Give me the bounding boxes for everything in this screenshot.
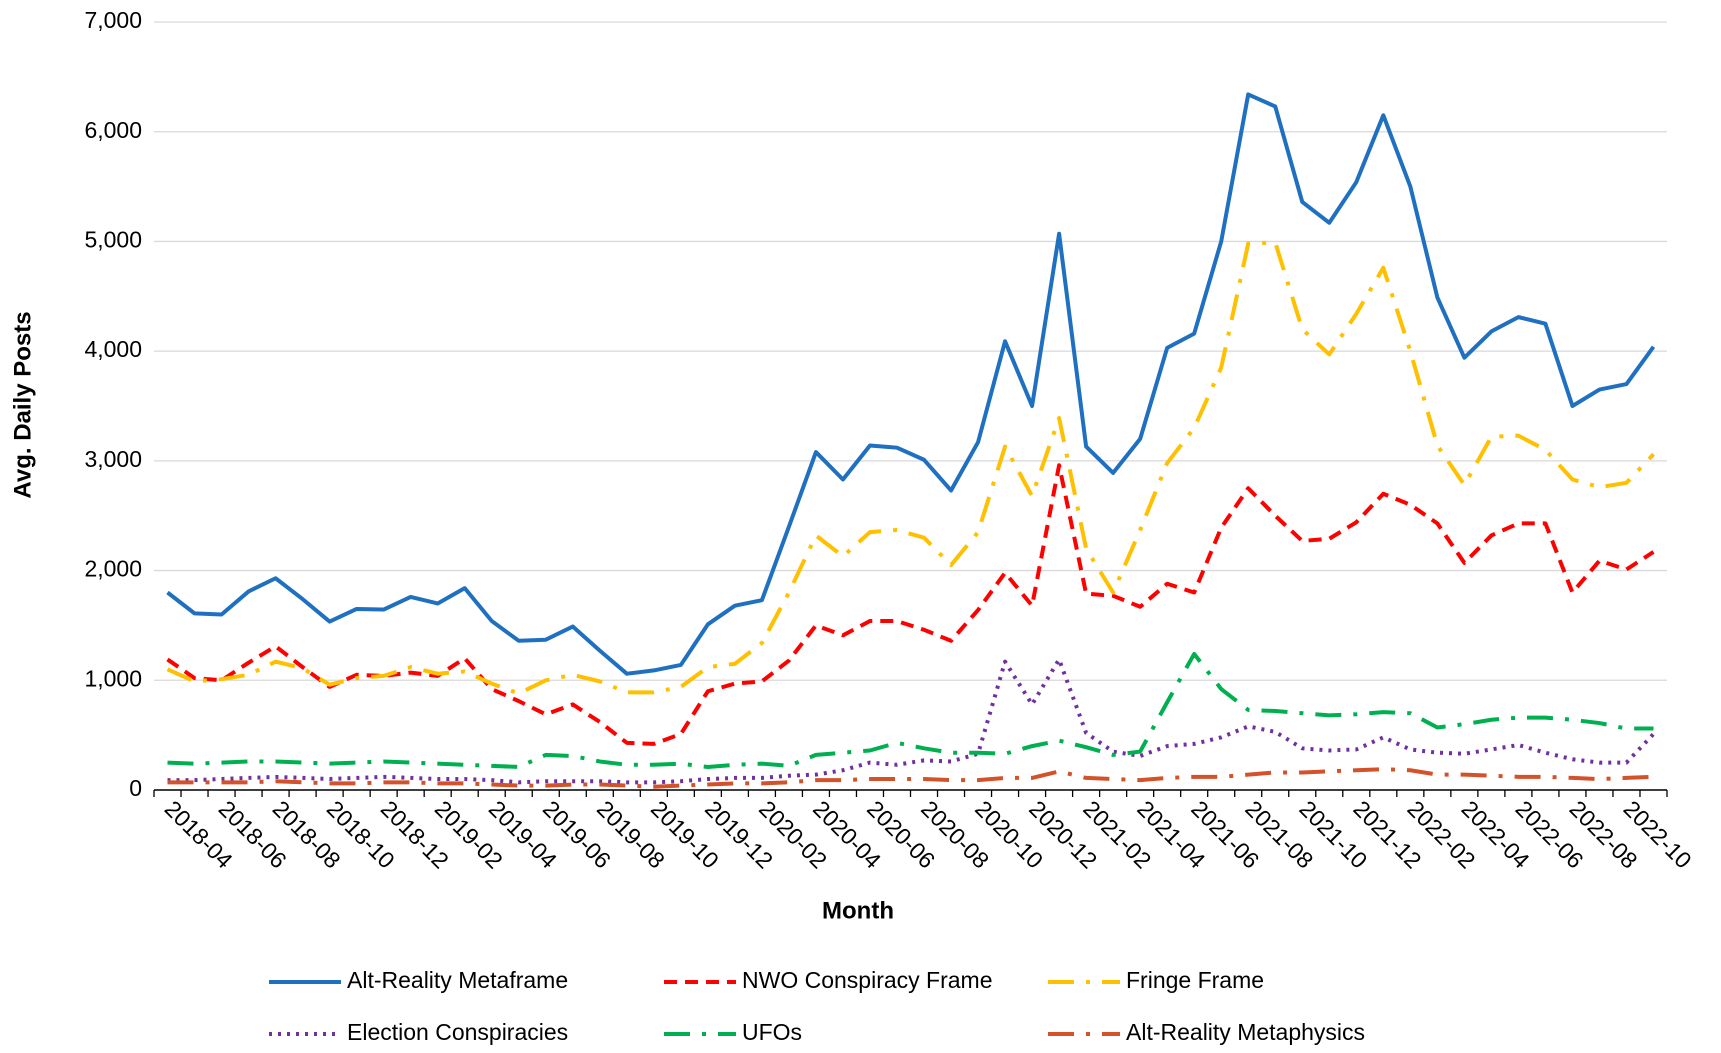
y-tick-label: 0 [129,775,142,801]
y-tick-label: 6,000 [84,117,142,143]
y-tick-label: 3,000 [84,446,142,472]
y-tick-label: 7,000 [84,7,142,33]
y-tick-label: 4,000 [84,336,142,362]
legend-label: Election Conspiracies [347,1019,568,1045]
legend-label: Fringe Frame [1126,967,1264,993]
legend-label: UFOs [742,1019,802,1045]
legend-label: NWO Conspiracy Frame [742,967,992,993]
y-tick-label: 1,000 [84,665,142,691]
series-line [167,767,1654,789]
series-line [167,651,1654,769]
legend-label: Alt-Reality Metaphysics [1126,1019,1365,1045]
legend-label: Alt-Reality Metaframe [347,967,568,993]
y-tick-label: 5,000 [84,227,142,253]
series-line [167,657,1655,785]
series-line [166,463,1655,746]
series-line [166,240,1655,696]
y-axis-title: Avg. Daily Posts [9,311,36,498]
y-tick-label: 2,000 [84,556,142,582]
x-axis-title: Month [822,897,894,924]
series-line [166,92,1656,676]
